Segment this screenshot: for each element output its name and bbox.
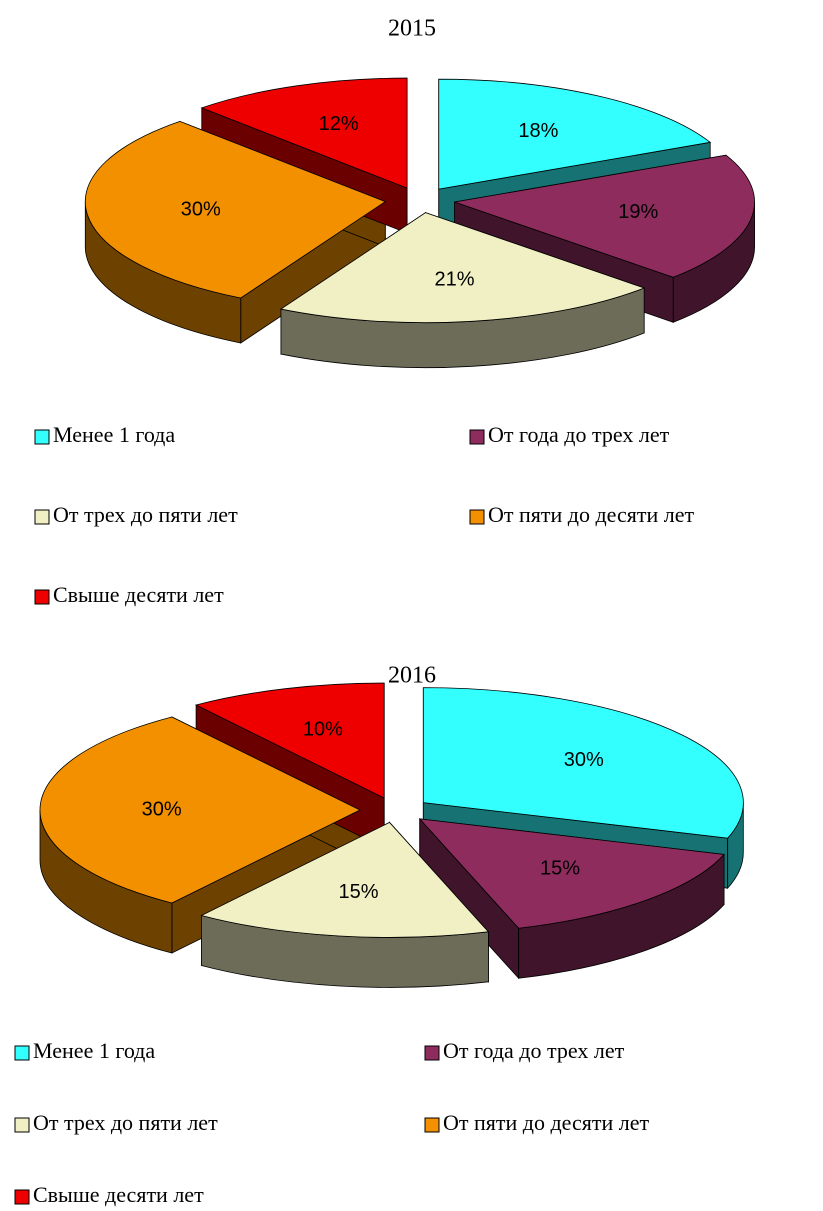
slice bbox=[422, 687, 744, 839]
data-label: 21% bbox=[435, 268, 475, 290]
legend-swatch bbox=[14, 1117, 30, 1133]
legend-label: Менее 1 года bbox=[33, 1038, 155, 1063]
slice bbox=[200, 821, 490, 938]
slice bbox=[39, 716, 361, 904]
legend-swatch bbox=[469, 509, 485, 525]
data-label: 12% bbox=[319, 113, 359, 135]
data-label: 30% bbox=[142, 798, 182, 820]
data-label: 15% bbox=[338, 881, 378, 903]
slice bbox=[194, 682, 385, 799]
legend-label: Свыше десяти лет bbox=[33, 1182, 204, 1207]
legend-swatch bbox=[14, 1045, 30, 1061]
slice bbox=[84, 120, 387, 299]
data-label: 30% bbox=[181, 198, 221, 220]
slice bbox=[418, 818, 725, 929]
data-label: 10% bbox=[303, 719, 343, 741]
data-label: 18% bbox=[518, 120, 558, 142]
legend-label: От года до трех лет bbox=[488, 422, 670, 447]
data-label: 30% bbox=[564, 749, 604, 771]
legend-swatch bbox=[34, 589, 50, 605]
legend-swatch bbox=[34, 509, 50, 525]
data-label: 19% bbox=[618, 201, 658, 223]
legend-label: Свыше десяти лет bbox=[53, 582, 224, 607]
legend-swatch bbox=[34, 429, 50, 445]
legend-swatch bbox=[14, 1189, 30, 1205]
slice bbox=[200, 77, 408, 189]
legend-label: От пяти до десяти лет bbox=[488, 502, 694, 527]
chart-title: 2015 bbox=[388, 16, 436, 42]
legend-label: От года до трех лет bbox=[443, 1038, 625, 1063]
legend-label: От трех до пяти лет bbox=[33, 1110, 218, 1135]
chart-title: 2016 bbox=[388, 663, 436, 689]
legend-swatch bbox=[424, 1117, 440, 1133]
legend-swatch bbox=[469, 429, 485, 445]
legend-label: От трех до пяти лет bbox=[53, 502, 238, 527]
legend-label: Менее 1 года bbox=[53, 422, 175, 447]
slice bbox=[438, 78, 712, 190]
slice bbox=[454, 154, 755, 278]
legend-label: От пяти до десяти лет bbox=[443, 1110, 649, 1135]
legend-swatch bbox=[424, 1045, 440, 1061]
slice bbox=[279, 212, 646, 324]
data-label: 15% bbox=[540, 858, 580, 880]
